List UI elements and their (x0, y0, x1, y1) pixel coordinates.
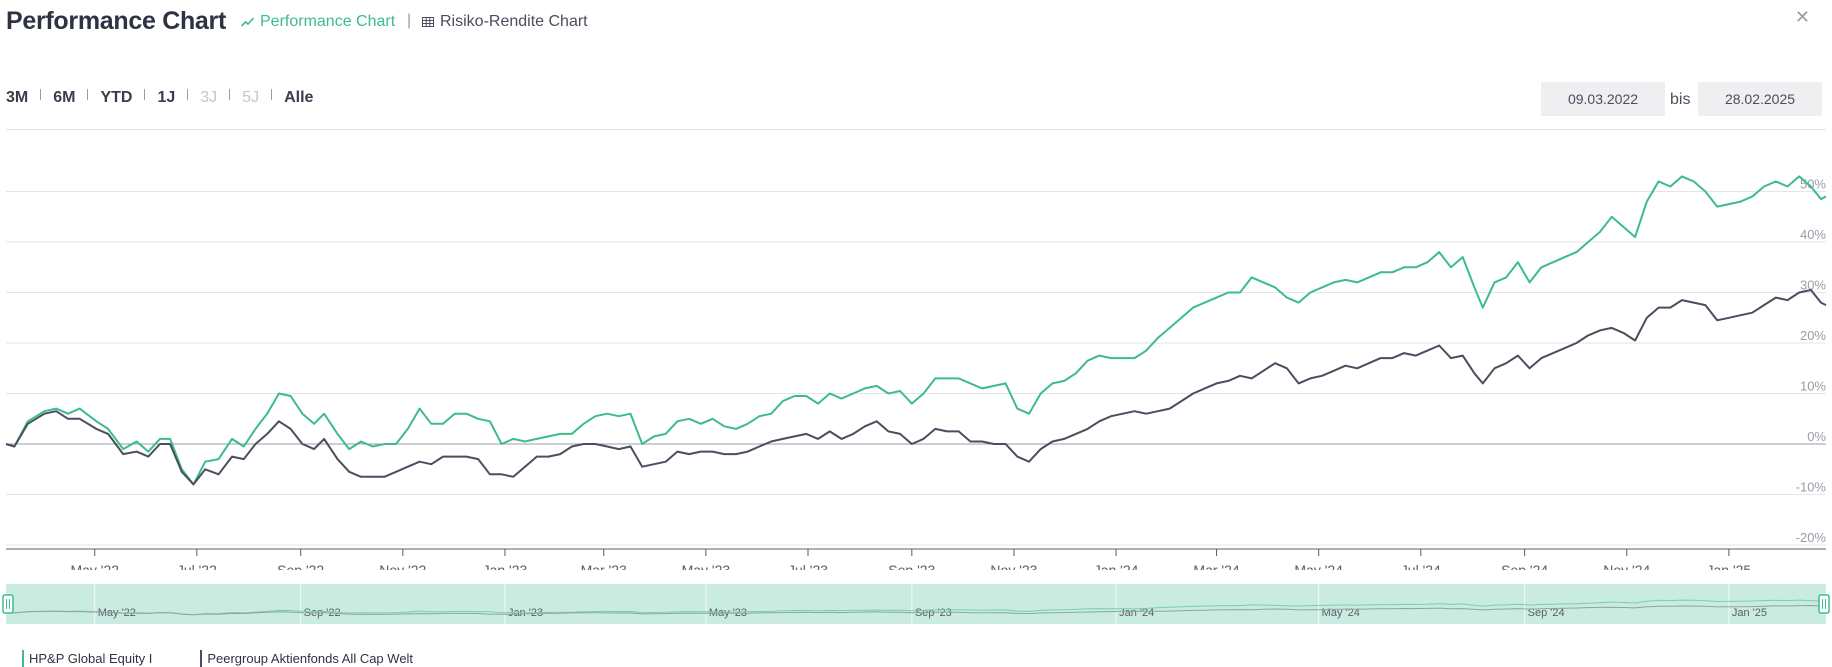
x-tick-label: Mar '23 (581, 562, 627, 570)
tab-performance-chart-label: Performance Chart (260, 13, 396, 30)
tab-performance-chart[interactable]: Performance Chart (241, 13, 395, 31)
range-selector: 3M 6M YTD 1J 3J 5J Alle (6, 87, 313, 109)
x-tick-label: Sep '23 (888, 562, 935, 570)
tab-risk-return-chart[interactable]: Risiko-Rendite Chart (422, 13, 588, 31)
date-from-input[interactable]: 09.03.2022 (1541, 82, 1665, 116)
x-tick-label: Jan '25 (1707, 562, 1752, 570)
legend-marker-fund (22, 650, 24, 667)
navigator-handle-right[interactable] (1818, 594, 1830, 614)
range-button-6m[interactable]: 6M (53, 89, 76, 106)
range-divider (40, 88, 42, 100)
series-line-fund (5, 175, 1827, 486)
navigator-handle-left[interactable] (2, 594, 14, 614)
navigator-tick-label: Jan '25 (1732, 607, 1767, 619)
legend-marker-peergroup (200, 650, 203, 667)
range-button-alle[interactable]: Alle (284, 89, 314, 106)
x-tick-label: Jan '24 (1094, 562, 1139, 570)
trend-line-icon (241, 17, 254, 27)
y-tick-label: -20% (1796, 530, 1827, 545)
legend-item-peergroup[interactable]: Peergroup Aktienfonds All Cap Welt (200, 650, 413, 667)
x-tick-label: Nov '22 (379, 562, 426, 570)
navigator-tick-label: May '24 (1322, 607, 1360, 619)
navigator-selection (6, 584, 1826, 624)
tab-risk-return-chart-label: Risiko-Rendite Chart (440, 13, 588, 30)
y-tick-label: -10% (1796, 480, 1827, 495)
navigator-tick-label: Jan '24 (1119, 607, 1154, 619)
y-tick-label: 0% (1807, 429, 1826, 444)
legend-label-fund: HP&P Global Equity I (29, 651, 153, 666)
x-tick-label: Jul '24 (1401, 562, 1441, 570)
range-divider (187, 88, 189, 100)
series-line-peergroup (5, 289, 1827, 486)
legend-label-peergroup: Peergroup Aktienfonds All Cap Welt (207, 651, 414, 666)
navigator-line-peergroup (5, 604, 1827, 616)
navigator-line-fund (5, 599, 1827, 616)
navigator-tick-label: Sep '24 (1528, 607, 1565, 619)
range-divider (229, 88, 231, 100)
chart-legend: HP&P Global Equity I Peergroup Aktienfon… (22, 650, 413, 667)
date-to-input[interactable]: 28.02.2025 (1698, 82, 1822, 116)
header: Performance Chart Performance Chart | Ri… (0, 0, 1832, 44)
range-button-ytd[interactable]: YTD (100, 89, 133, 106)
range-button-5j: 5J (242, 89, 260, 106)
range-divider (144, 88, 146, 100)
legend-item-fund[interactable]: HP&P Global Equity I (22, 650, 152, 667)
x-tick-label: Sep '22 (277, 562, 324, 570)
close-icon[interactable]: ✕ (1794, 7, 1810, 27)
y-tick-label: 30% (1800, 278, 1826, 293)
range-button-3j: 3J (200, 89, 218, 106)
x-tick-label: Mar '24 (1193, 562, 1239, 570)
x-tick-label: Jan '23 (483, 562, 528, 570)
y-tick-label: 20% (1800, 328, 1826, 343)
x-tick-label: Jul '22 (177, 562, 217, 570)
chart-navigator[interactable]: May '22 Sep '22 Jan '23 May '23 Sep '23 Jan '… (0, 580, 1832, 630)
x-tick-label: Nov '24 (1603, 562, 1650, 570)
x-tick-label: Nov '23 (990, 562, 1037, 570)
y-tick-label: 10% (1800, 379, 1826, 394)
range-divider (87, 88, 89, 100)
x-tick-label: May '24 (1294, 562, 1343, 570)
y-tick-label: 40% (1800, 227, 1826, 242)
page-title: Performance Chart (6, 7, 226, 35)
range-button-1j[interactable]: 1J (157, 89, 176, 106)
tab-separator: | (407, 12, 412, 29)
grid-table-icon (422, 17, 434, 27)
performance-chart: -20% -10% 0% 10% 20% 30% 40% 50% May '22 Jul '22 S… (5, 129, 1827, 570)
x-tick-label: May '23 (682, 562, 731, 570)
date-range-separator: bis (1670, 91, 1691, 108)
x-tick-label: Jul '23 (788, 562, 828, 570)
y-tick-label: 50% (1800, 177, 1826, 192)
x-tick-label: Sep '24 (1501, 562, 1548, 570)
x-tick-label: May '22 (70, 562, 119, 570)
range-divider (271, 88, 273, 100)
range-button-3m[interactable]: 3M (6, 89, 29, 106)
